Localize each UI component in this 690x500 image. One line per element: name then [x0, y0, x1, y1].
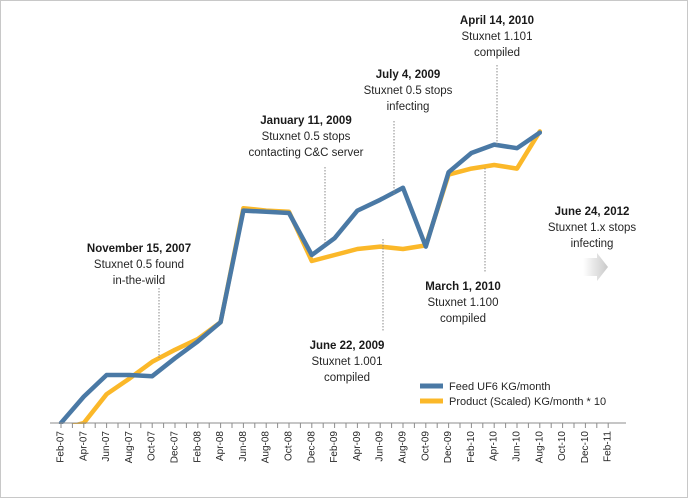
x-tick-label: Oct-07	[147, 431, 158, 461]
annotation-text: Stuxnet 0.5 stops	[364, 85, 453, 97]
annotation-text: compiled	[324, 372, 370, 384]
annotation-mar2010: March 1, 2010 Stuxnet 1.100 compiled	[425, 168, 501, 325]
annotation-text: Stuxnet 1.001	[312, 356, 383, 368]
x-tick-label: Feb-07	[56, 431, 67, 463]
legend: Feed UF6 KG/month Product (Scaled) KG/mon…	[420, 381, 606, 408]
annotation-text: infecting	[387, 101, 430, 113]
legend-label: Product (Scaled) KG/month * 10	[449, 396, 606, 408]
future-arrow-icon	[583, 253, 608, 281]
x-tick-label: Feb-08	[192, 431, 203, 463]
x-tick-label: Jun-07	[101, 431, 112, 462]
annotation-apr2010: April 14, 2010 Stuxnet 1.101 compiled	[460, 15, 534, 146]
annotation-date: November 15, 2007	[87, 243, 191, 255]
x-tick-label: Oct-08	[284, 431, 295, 461]
annotation-jun2009: June 22, 2009 Stuxnet 1.001 compiled	[310, 239, 385, 384]
x-tick-label: Jun-09	[375, 431, 386, 462]
x-axis: Feb-07 Apr-07 Jun-07 Aug-07 Oct-07 Dec-07 Feb-…	[50, 422, 626, 464]
x-tick-label: Oct-09	[420, 431, 431, 461]
x-tick-label: Feb-10	[466, 431, 477, 463]
annotation-text: contacting C&C server	[248, 147, 363, 159]
x-tick-label: Aug-10	[534, 431, 545, 464]
annotation-date: March 1, 2010	[425, 281, 500, 293]
annotation-date: January 11, 2009	[260, 115, 351, 127]
annotations: November 15, 2007 Stuxnet 0.5 found in-the…	[87, 15, 636, 384]
x-tick-label: Oct-10	[557, 431, 568, 461]
x-tick-label: Dec-08	[306, 431, 317, 464]
annotation-date: June 24, 2012	[555, 206, 630, 218]
annotation-nov2007: November 15, 2007 Stuxnet 0.5 found in-the…	[87, 243, 191, 358]
annotation-date: July 4, 2009	[376, 69, 441, 81]
x-tick-label: Apr-09	[352, 431, 363, 461]
annotation-text: infecting	[571, 238, 614, 250]
x-tick-label: Apr-07	[78, 431, 89, 461]
annotation-text: in-the-wild	[113, 275, 165, 287]
x-tick-label: Feb-09	[329, 431, 340, 463]
annotation-text: compiled	[474, 47, 520, 59]
annotation-text: Stuxnet 1.101	[462, 31, 533, 43]
x-tick-label: Feb-11	[603, 431, 614, 462]
x-tick-label: Aug-07	[124, 431, 135, 464]
x-tick-label: Apr-10	[489, 431, 500, 461]
annotation-text: Stuxnet 0.5 stops	[262, 131, 351, 143]
x-tick-label: Jun-10	[512, 431, 523, 462]
annotation-date: June 22, 2009	[310, 340, 385, 352]
annotation-text: compiled	[440, 313, 486, 325]
annotation-jan2009: January 11, 2009 Stuxnet 0.5 stops contact…	[248, 115, 364, 245]
annotation-text: Stuxnet 0.5 found	[94, 259, 184, 271]
legend-label: Feed UF6 KG/month	[449, 381, 551, 393]
x-tick-label: Aug-09	[398, 431, 409, 464]
x-tick-label: Apr-08	[215, 431, 226, 461]
annotation-text: Stuxnet 1.100	[428, 297, 499, 309]
annotation-text: Stuxnet 1.x stops	[548, 222, 636, 234]
x-tick-label: Aug-08	[261, 431, 272, 464]
series-lines	[58, 129, 543, 424]
x-tick-label: Dec-09	[443, 431, 454, 464]
x-tick-label: Jun-08	[238, 431, 249, 462]
x-tick-label: Dec-10	[580, 431, 591, 464]
series-line-0	[58, 130, 543, 424]
annotation-jul2009: July 4, 2009 Stuxnet 0.5 stops infecting	[364, 69, 453, 194]
annotation-date: April 14, 2010	[460, 15, 534, 27]
x-tick-label: Dec-07	[170, 431, 181, 464]
annotation-jun2012: June 24, 2012 Stuxnet 1.x stops infecting	[548, 206, 636, 250]
